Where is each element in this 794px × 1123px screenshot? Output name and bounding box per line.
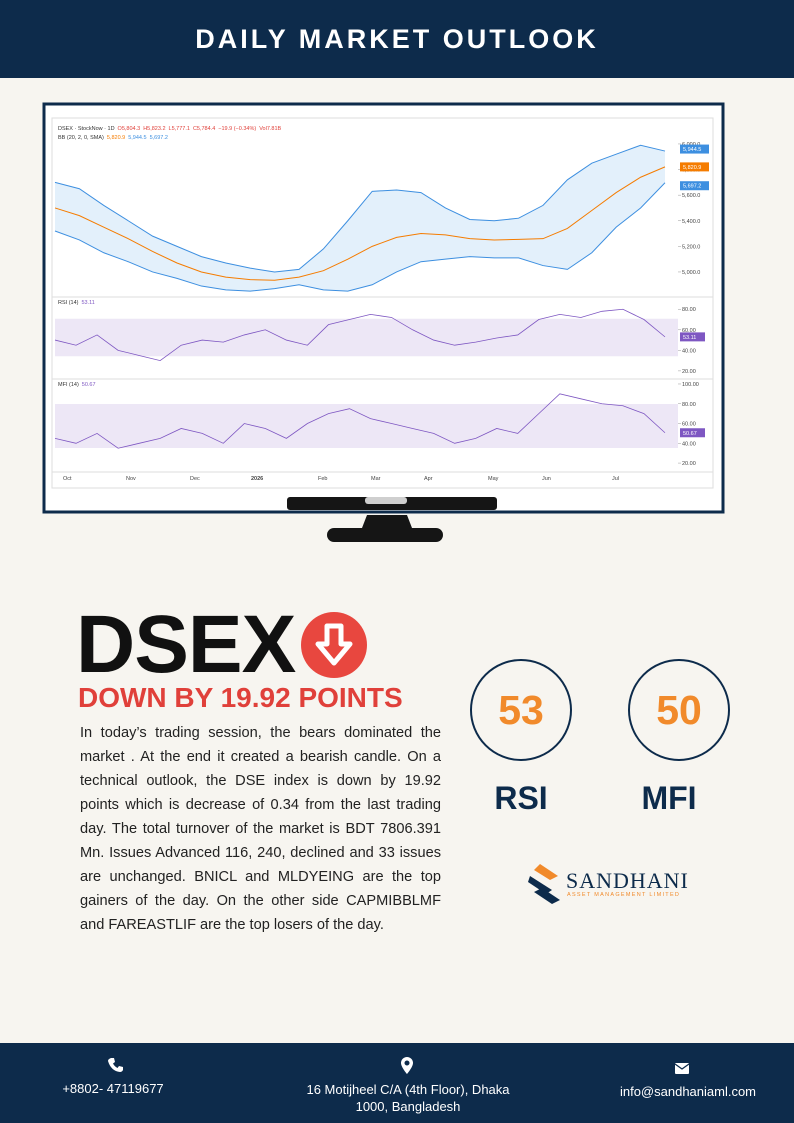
rsi-value: 53 xyxy=(470,659,572,761)
price-badge-label: 5,944.5 xyxy=(683,147,701,153)
price-line xyxy=(54,166,666,281)
monitor-neck xyxy=(362,515,412,528)
location-icon xyxy=(401,1057,413,1074)
footer-phone: +8802- 47119677 xyxy=(62,1081,164,1096)
mfi-badge-label: 50.67 xyxy=(683,431,697,437)
y-tick-label: 40.00 xyxy=(682,441,696,447)
mfi-badge xyxy=(680,428,705,438)
email-icon xyxy=(675,1063,689,1074)
logo-tagline: ASSET MANAGEMENT LIMITED xyxy=(567,892,681,898)
bb-legend: BB (20, 2, 0, SMA) 5,820.9 5,944.5 5,697.2 xyxy=(58,135,168,141)
page-title: DAILY MARKET OUTLOOK xyxy=(195,24,599,54)
x-tick-label: Jul xyxy=(612,476,619,482)
legend-ohlc: O5,804.3 xyxy=(118,126,141,132)
y-tick-label: 5,400.0 xyxy=(682,219,700,225)
price-badge-label: 5,697.2 xyxy=(683,184,701,190)
logo-name: SANDHANI xyxy=(566,868,689,893)
bb-value: 5,944.5 xyxy=(128,135,146,141)
down-arrow-icon xyxy=(301,612,367,678)
legend-ohlc: C5,784.4 xyxy=(193,126,215,132)
legend-ohlc: L5,777.1 xyxy=(169,126,190,132)
mfi-title: MFI (14) xyxy=(58,382,79,388)
price-badge xyxy=(680,181,709,191)
x-tick-label: Nov xyxy=(126,476,136,482)
monitor-button xyxy=(365,497,407,504)
x-tick-label: May xyxy=(488,476,499,482)
bb-value: 5,697.2 xyxy=(150,135,168,141)
rsi-label: RSI xyxy=(494,780,548,816)
y-tick-label: 20.00 xyxy=(682,461,696,467)
phone-icon xyxy=(108,1058,123,1072)
legend-ohlc: −19.9 (−0.34%) xyxy=(218,126,256,132)
x-tick-label: Mar xyxy=(371,476,381,482)
bb-value: 5,820.9 xyxy=(107,135,125,141)
headline: DOWN BY 19.92 POINTS xyxy=(78,682,403,713)
x-tick-label: Apr xyxy=(424,476,433,482)
x-tick-label: Oct xyxy=(63,476,72,482)
x-tick-label: Dec xyxy=(190,476,200,482)
legend-symbol: DSEX · StockNow · 1D xyxy=(58,126,115,132)
price-line xyxy=(54,182,666,292)
band-fill xyxy=(55,145,665,292)
mfi-line xyxy=(54,393,666,449)
rsi-line xyxy=(54,308,666,362)
mfi-value: 50 xyxy=(628,659,730,761)
y-tick-label: 100.00 xyxy=(682,382,699,388)
bb-title: BB (20, 2, 0, SMA) xyxy=(58,135,104,141)
price-badge-label: 5,820.9 xyxy=(683,165,701,171)
price-badge xyxy=(680,162,709,172)
y-tick-label: 5,200.0 xyxy=(682,244,700,250)
rsi-badge-label: 53.11 xyxy=(683,335,696,341)
price-badge xyxy=(680,144,709,154)
chart-legend: DSEX · StockNow · 1D O5,804.3 H5,823.2 L5,7… xyxy=(58,126,282,132)
legend-ohlc: Vol7.81B xyxy=(259,126,281,132)
y-tick-label: 20.00 xyxy=(682,369,696,375)
footer-address: 16 Motijheel C/A (4th Floor), Dhaka 1000… xyxy=(306,1082,510,1114)
rsi-title: RSI (14) xyxy=(58,300,79,306)
summary-text: In today’s trading session, the bears do… xyxy=(80,725,441,933)
stock-chart: DSEX · StockNow · 1D O5,804.3 H5,823.2 L5,7… xyxy=(52,126,713,482)
mfi-label: MFI xyxy=(641,780,697,816)
y-tick-label: 60.00 xyxy=(682,328,696,334)
rsi-legend: RSI (14) 53.11 xyxy=(58,300,95,306)
y-tick-label: 60.00 xyxy=(682,422,696,428)
header xyxy=(0,0,794,78)
mfi-value: 50.67 xyxy=(82,382,96,388)
x-tick-label: Feb xyxy=(318,476,327,482)
rsi-badge xyxy=(680,332,705,342)
y-tick-label: 80.00 xyxy=(682,307,696,313)
pane-band xyxy=(55,318,678,357)
x-tick-label: Jun xyxy=(542,476,551,482)
y-tick-label: 5,600.0 xyxy=(682,193,700,199)
rsi-value: 53.11 xyxy=(81,300,94,306)
legend-ohlc: H5,823.2 xyxy=(143,126,165,132)
footer-email: info@sandhaniaml.com xyxy=(619,1084,757,1099)
index-name: DSEX xyxy=(76,599,296,690)
logo-icon xyxy=(528,864,560,904)
pane-band xyxy=(55,404,678,448)
footer xyxy=(0,1043,794,1123)
price-line xyxy=(54,144,666,273)
y-tick-label: 40.00 xyxy=(682,348,696,354)
monitor: DSEX · StockNow · 1D O5,804.3 H5,823.2 L5,7… xyxy=(42,102,725,542)
y-tick-label: 5,000.0 xyxy=(682,270,700,276)
y-tick-label: 80.00 xyxy=(682,402,696,408)
x-tick-label: 2026 xyxy=(251,476,263,482)
monitor-foot xyxy=(327,528,443,542)
mfi-legend: MFI (14) 50.67 xyxy=(58,382,96,388)
